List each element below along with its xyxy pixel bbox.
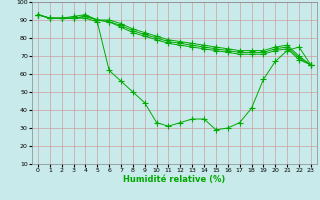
X-axis label: Humidité relative (%): Humidité relative (%) — [123, 175, 226, 184]
